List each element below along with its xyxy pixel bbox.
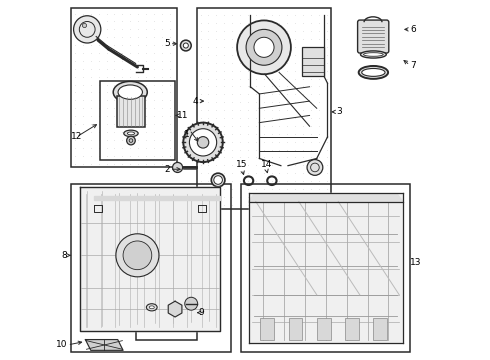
Text: 6: 6 (410, 25, 416, 34)
Ellipse shape (364, 53, 383, 56)
Circle shape (126, 136, 135, 145)
Ellipse shape (211, 173, 225, 187)
Text: 15: 15 (236, 160, 248, 169)
Text: 4: 4 (193, 96, 198, 105)
Circle shape (237, 21, 291, 74)
Text: 2: 2 (164, 165, 170, 174)
Bar (373, 318, 387, 339)
Bar (242, 184, 410, 352)
Text: 12: 12 (71, 132, 82, 141)
Text: 9: 9 (198, 308, 204, 317)
Bar (289, 318, 302, 339)
Circle shape (74, 16, 101, 43)
Bar (117, 96, 146, 127)
Bar (71, 8, 177, 167)
Bar (136, 277, 196, 339)
Ellipse shape (362, 68, 385, 76)
Text: 7: 7 (410, 61, 416, 70)
Circle shape (246, 30, 282, 65)
Text: 3: 3 (337, 107, 342, 116)
Circle shape (254, 37, 274, 57)
Circle shape (197, 136, 209, 148)
Text: 5: 5 (164, 39, 170, 48)
Ellipse shape (124, 130, 138, 136)
Polygon shape (80, 187, 220, 330)
Bar (345, 318, 359, 339)
Text: 14: 14 (261, 160, 272, 169)
Ellipse shape (118, 85, 143, 99)
Circle shape (123, 241, 152, 270)
Circle shape (307, 159, 323, 175)
Bar (196, 8, 331, 209)
Bar (317, 318, 331, 339)
Polygon shape (168, 301, 182, 317)
Ellipse shape (149, 306, 154, 309)
Bar (71, 184, 231, 352)
Bar (260, 318, 274, 339)
Ellipse shape (183, 43, 188, 48)
Polygon shape (85, 339, 123, 350)
Ellipse shape (147, 304, 157, 311)
Text: 1: 1 (184, 130, 190, 139)
Bar (100, 81, 175, 160)
Ellipse shape (359, 66, 388, 79)
FancyBboxPatch shape (358, 20, 389, 53)
Ellipse shape (214, 176, 222, 184)
Polygon shape (95, 196, 220, 200)
Text: 8: 8 (62, 251, 68, 260)
Text: 13: 13 (410, 258, 421, 267)
Circle shape (185, 297, 197, 310)
Circle shape (190, 129, 217, 156)
Text: 10: 10 (56, 341, 68, 350)
Polygon shape (248, 193, 403, 343)
Ellipse shape (113, 81, 147, 103)
Ellipse shape (361, 51, 386, 58)
Polygon shape (248, 194, 403, 202)
Text: 11: 11 (177, 111, 188, 120)
Circle shape (116, 234, 159, 277)
Bar (302, 47, 324, 76)
Ellipse shape (127, 132, 135, 135)
Circle shape (183, 123, 223, 162)
Circle shape (172, 162, 183, 172)
Ellipse shape (180, 40, 191, 51)
